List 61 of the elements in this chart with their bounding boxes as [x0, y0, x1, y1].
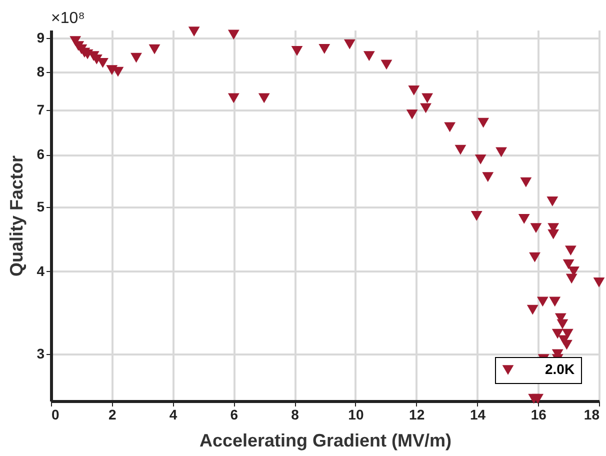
x-tick-label: 2: [108, 406, 116, 422]
x-tick-label: 0: [52, 406, 60, 422]
point: [482, 172, 494, 182]
point: [291, 46, 303, 56]
point: [422, 93, 433, 104]
y-tick-label: 6: [36, 146, 45, 162]
point: [228, 30, 240, 40]
point: [546, 196, 558, 206]
x-tick-label: 4: [169, 406, 178, 422]
point: [561, 340, 572, 350]
point: [454, 144, 466, 155]
y-tick-label: 8: [36, 63, 45, 80]
point: [529, 252, 540, 262]
y-tick-label: 3: [36, 346, 45, 362]
point: [188, 26, 200, 36]
point: [526, 304, 538, 315]
y-axis-title: Quality Factor: [6, 155, 27, 277]
point: [97, 58, 108, 68]
point: [566, 274, 578, 284]
point: [474, 154, 486, 164]
x-axis-title: Accelerating Gradient (MV/m): [199, 430, 452, 450]
y-tick-label: 5: [36, 198, 45, 215]
point: [496, 147, 507, 158]
point: [130, 52, 142, 63]
point: [549, 296, 561, 307]
point: [536, 296, 548, 307]
point: [556, 319, 568, 330]
x-tick-label: 18: [584, 406, 600, 422]
point: [548, 229, 560, 240]
point: [478, 118, 490, 128]
x-tick-label: 6: [230, 406, 238, 422]
point: [552, 328, 564, 339]
point: [562, 259, 574, 270]
y-tick-label: 7: [36, 102, 45, 118]
point: [258, 93, 270, 104]
x-tick-label: 16: [530, 406, 547, 422]
point: [420, 103, 432, 114]
point: [406, 109, 418, 120]
point: [363, 51, 375, 61]
point: [470, 210, 482, 221]
text: ×10⁸: [51, 10, 85, 27]
y-tick-label: 4: [36, 262, 45, 279]
legend-label: 2.0K: [545, 361, 575, 377]
point: [228, 93, 240, 104]
point: [148, 44, 160, 54]
y-tick-label: 9: [36, 29, 45, 46]
point: [408, 85, 420, 96]
point: [564, 246, 576, 256]
point: [530, 223, 542, 233]
point: [593, 277, 605, 288]
x-tick-label: 8: [291, 406, 300, 422]
point: [520, 177, 532, 188]
point: [318, 44, 330, 54]
x-tick-label: 14: [470, 406, 486, 422]
x-tick-label: 10: [348, 406, 364, 422]
point: [518, 214, 530, 224]
point: [532, 394, 544, 404]
point: [444, 122, 456, 132]
x-tick-label: 12: [409, 406, 425, 422]
point: [344, 39, 356, 50]
point: [380, 60, 392, 70]
